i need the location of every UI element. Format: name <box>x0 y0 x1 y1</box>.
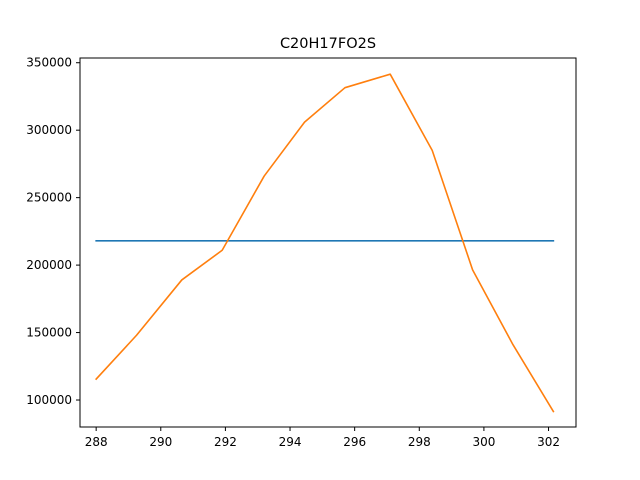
x-tick-label: 298 <box>408 435 431 449</box>
y-axis: 100000 150000 200000 250000 300000 350000 <box>26 56 80 407</box>
y-tick-label: 100000 <box>26 393 72 407</box>
y-tick-label: 350000 <box>26 56 72 70</box>
series-line-2 <box>95 73 555 413</box>
chart-title: C20H17FO2S <box>280 36 376 52</box>
y-tick-label: 150000 <box>26 326 72 340</box>
x-tick-label: 294 <box>279 435 302 449</box>
plot-frame <box>79 57 577 428</box>
x-tick-label: 288 <box>85 435 108 449</box>
x-tick-label: 290 <box>149 435 172 449</box>
x-tick-label: 300 <box>472 435 495 449</box>
x-axis: 288 290 292 294 296 298 300 302 <box>85 427 560 449</box>
y-tick-label: 250000 <box>26 191 72 205</box>
y-tick-label: 200000 <box>26 258 72 272</box>
x-tick-label: 302 <box>537 435 560 449</box>
y-tick-label: 300000 <box>26 123 72 137</box>
series-layer <box>95 73 555 413</box>
x-tick-label: 296 <box>343 435 366 449</box>
x-tick-label: 292 <box>214 435 237 449</box>
